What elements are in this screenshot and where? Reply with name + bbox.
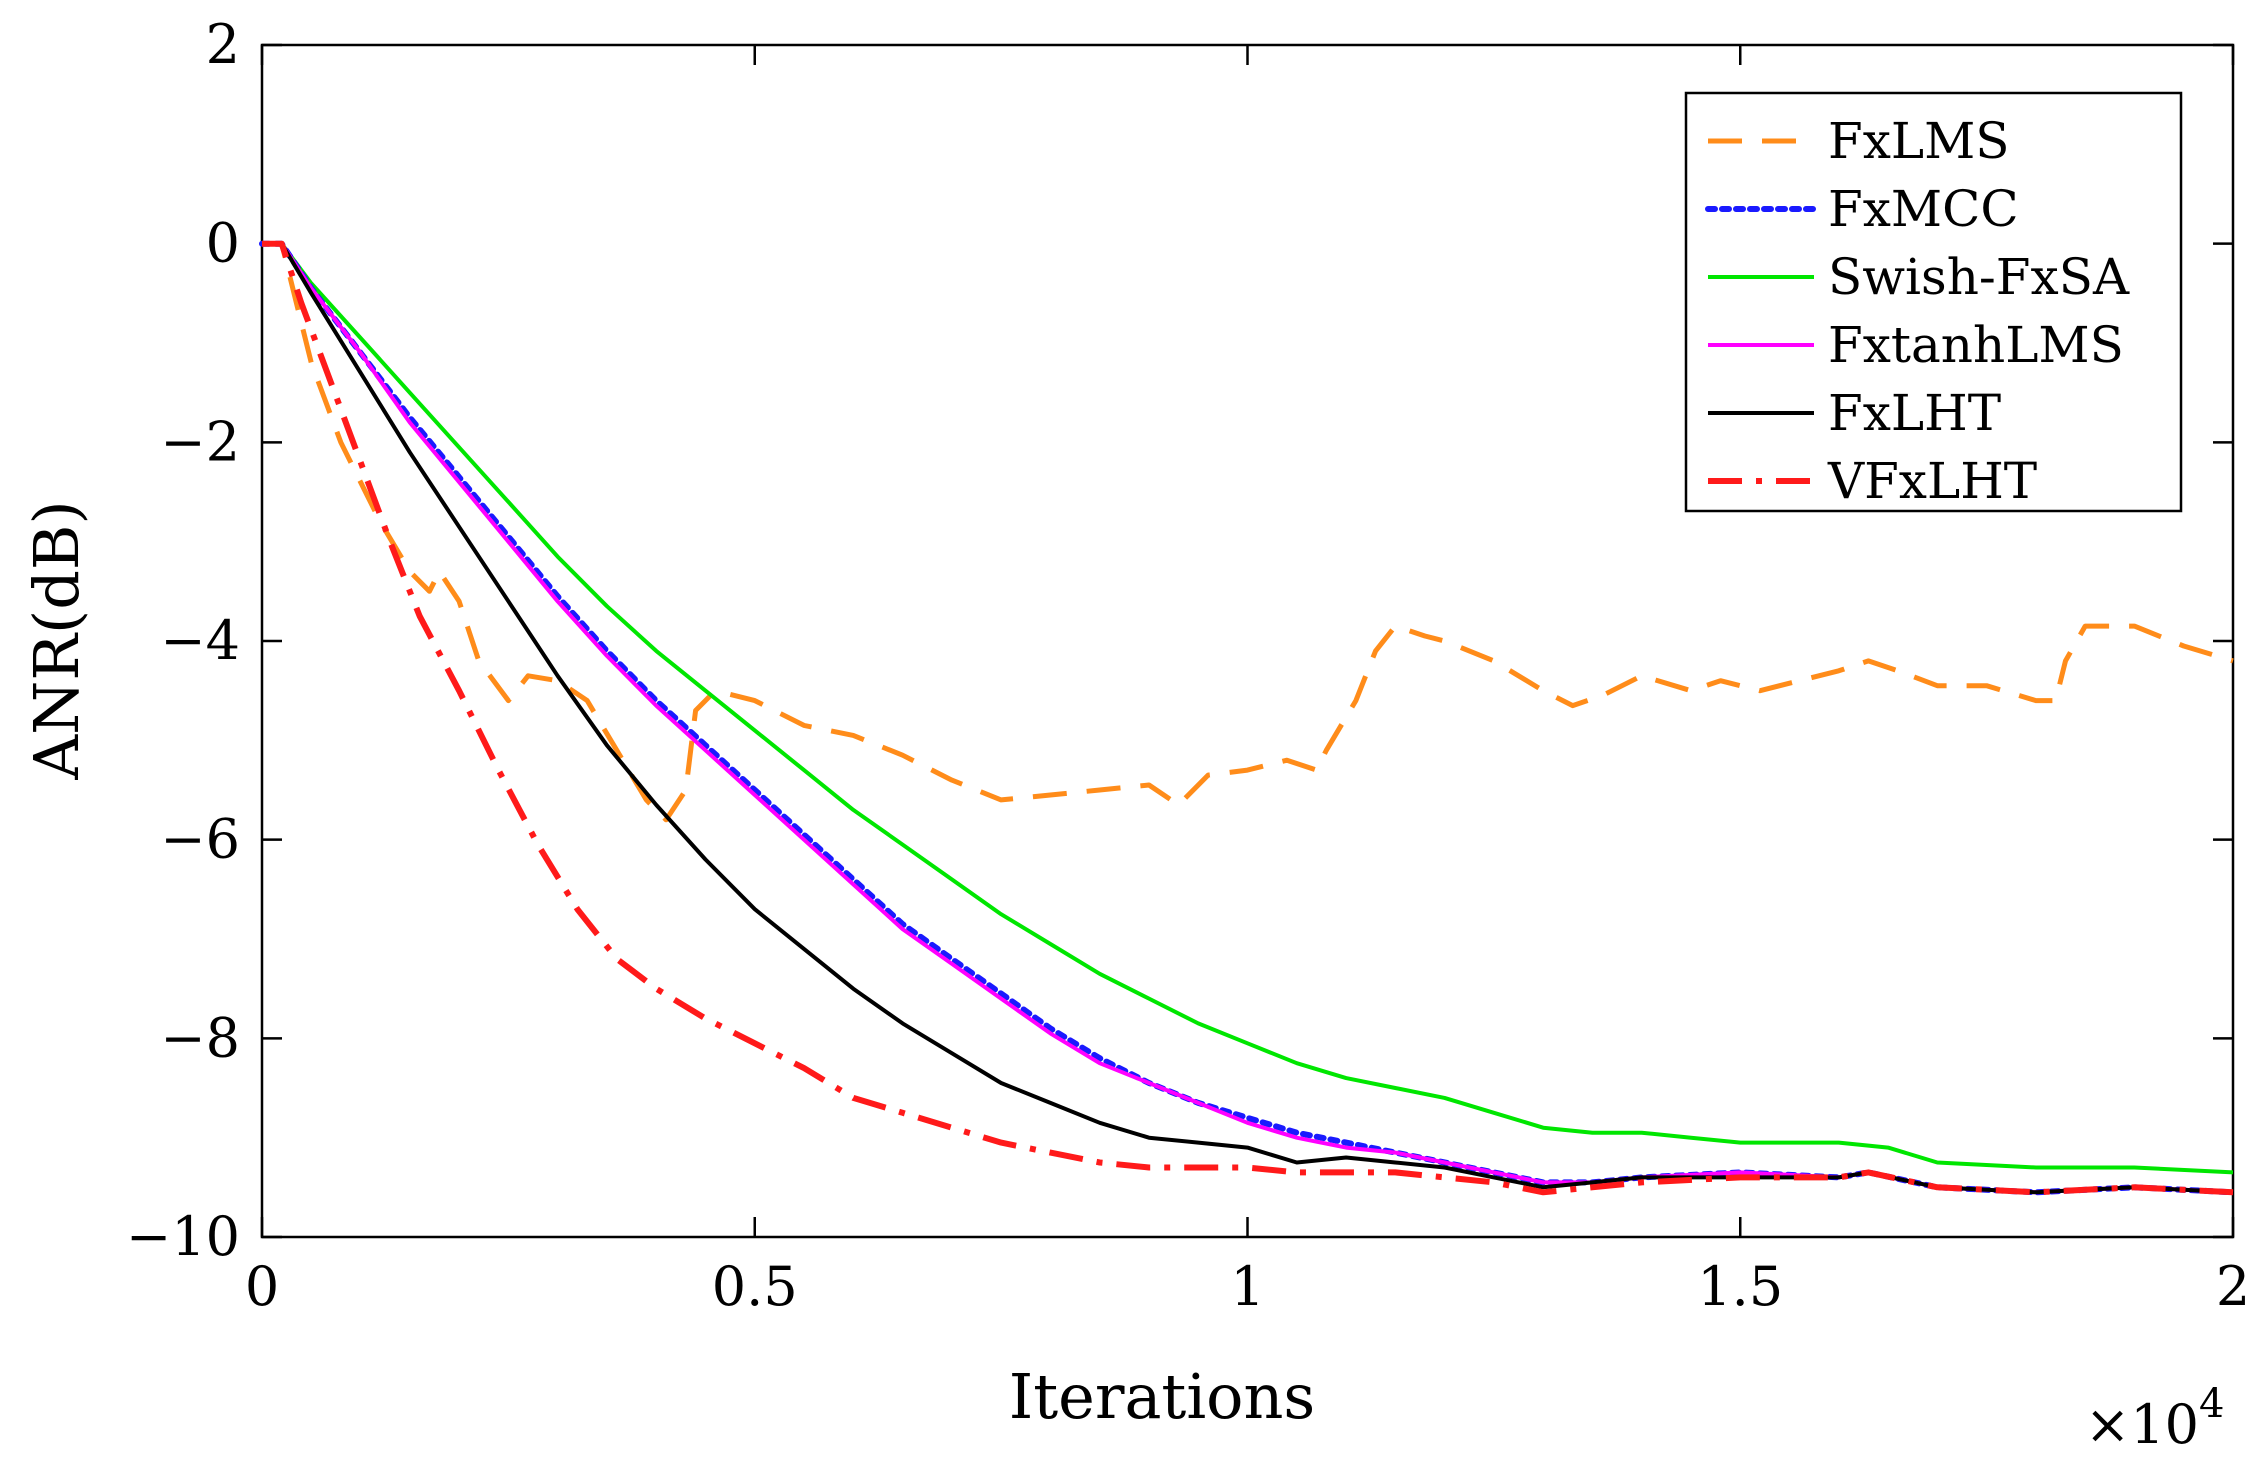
x-tick-label: 1.5: [1697, 1255, 1783, 1318]
x-axis-multiplier: ×104: [2085, 1381, 2224, 1456]
y-tick-label: 2: [206, 13, 240, 76]
x-axis-multiplier-base: ×10: [2085, 1393, 2199, 1456]
legend-label: VFxLHT: [1827, 452, 2037, 510]
legend-label: FxMCC: [1828, 180, 2019, 238]
legend-box: [1684, 91, 2183, 513]
x-tick-label: 0.5: [712, 1255, 798, 1318]
axis-ticks: [260, 43, 2235, 1239]
legend-label: Swish-FxSA: [1828, 248, 2130, 306]
y-tick-label: −10: [126, 1205, 240, 1268]
legend-label: FxtanhLMS: [1828, 316, 2124, 374]
x-tick-label: 0: [245, 1255, 279, 1318]
series-layer: [259, 240, 2236, 1196]
y-axis-title: ANR(dB): [20, 500, 93, 780]
x-tick-label: 1: [1230, 1255, 1264, 1318]
series-line-fxlms: [262, 241, 2234, 823]
y-tick-label: −2: [160, 410, 240, 473]
series-line-fxtanhlms: [262, 241, 2234, 1195]
y-tick-label: −6: [160, 808, 240, 871]
legend: FxLMS FxMCC Swish-FxSA FxtanhLMS FxLHT VFxLHT: [1684, 91, 2183, 513]
legend-label: FxLHT: [1828, 384, 2001, 442]
legend-label: FxLMS: [1828, 112, 2010, 170]
y-tick-label: 0: [206, 212, 240, 275]
x-tick-label: 2: [2216, 1255, 2250, 1318]
y-tick-label: −8: [160, 1006, 240, 1069]
x-axis-title: Iterations: [1009, 1360, 1316, 1433]
y-tick-label: −4: [160, 609, 240, 672]
tick-labels: 0 0.5 1 1.5 2 2 0 −2 −4 −6 −8 −10: [126, 13, 2250, 1318]
series-line-swish-fxsa: [262, 241, 2234, 1175]
series-line-vfxlht: [262, 240, 2234, 1196]
x-axis-multiplier-exponent: 4: [2199, 1381, 2224, 1427]
